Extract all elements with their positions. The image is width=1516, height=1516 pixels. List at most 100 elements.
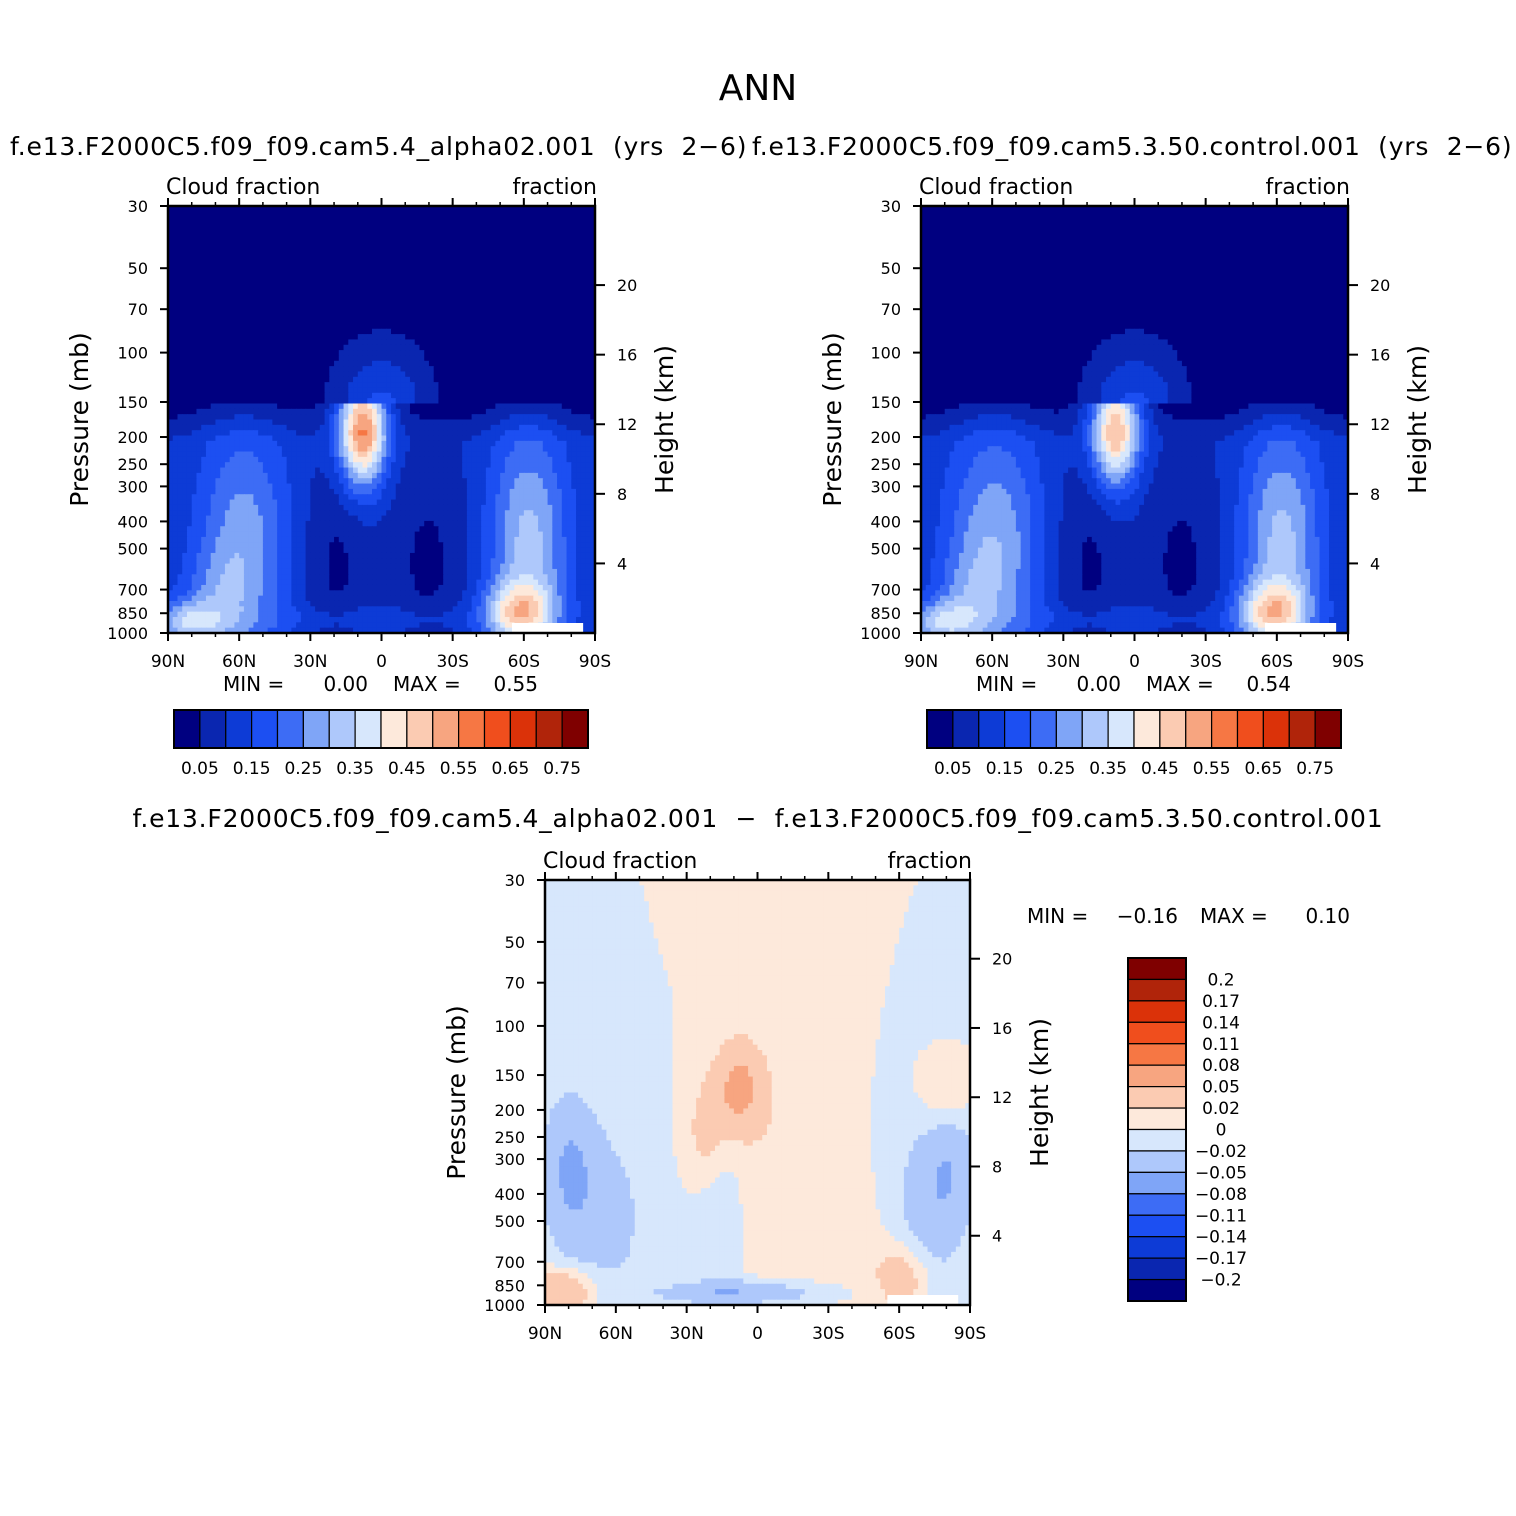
contour-cell	[471, 259, 477, 266]
contour-cell	[177, 430, 183, 437]
contour-cell	[239, 328, 245, 335]
contour-cell	[305, 275, 311, 282]
contour-cell	[234, 355, 240, 362]
contour-cell	[191, 467, 198, 474]
contour-cell	[286, 344, 292, 351]
contour-cell	[438, 232, 444, 239]
contour-cell	[533, 280, 539, 287]
contour-cell	[519, 264, 525, 271]
contour-cell	[220, 254, 226, 260]
contour-cell	[239, 264, 245, 271]
contour-cell	[561, 280, 568, 287]
contour-cell	[205, 414, 212, 421]
contour-cell	[372, 435, 378, 442]
contour-cell	[490, 232, 496, 239]
contour-cell	[376, 222, 383, 228]
contour-cell	[476, 264, 482, 271]
contour-cell	[191, 424, 198, 431]
contour-cell	[542, 494, 549, 501]
contour-cell	[315, 238, 321, 244]
contour-cell	[580, 222, 587, 228]
contour-cell	[519, 222, 525, 228]
contour-cell	[172, 494, 179, 501]
contour-cell	[168, 483, 174, 490]
contour-cell	[253, 291, 259, 298]
contour-cell	[590, 334, 596, 341]
contour-cell	[495, 206, 501, 212]
contour-cell	[277, 222, 283, 228]
contour-cell	[338, 323, 345, 330]
contour-cell	[329, 392, 335, 399]
contour-cell	[400, 328, 406, 335]
contour-cell	[405, 462, 411, 469]
contour-cell	[324, 398, 330, 405]
contour-cell	[224, 435, 231, 442]
contour-cell	[386, 248, 392, 255]
contour-cell	[386, 403, 392, 410]
contour-cell	[205, 392, 212, 399]
contour-cell	[239, 339, 245, 346]
contour-cell	[229, 387, 236, 394]
contour-cell	[243, 398, 250, 405]
contour-cell	[191, 302, 198, 309]
contour-cell	[395, 392, 402, 399]
contour-cell	[234, 462, 240, 469]
contour-cell	[376, 494, 383, 501]
contour-cell	[172, 430, 179, 437]
contour-cell	[210, 446, 217, 453]
contour-cell	[462, 483, 468, 490]
contour-cell	[305, 430, 311, 437]
contour-cell	[310, 499, 316, 506]
contour-cell	[386, 302, 392, 309]
contour-cell	[296, 222, 302, 228]
contour-cell	[561, 494, 568, 501]
contour-cell	[485, 222, 492, 228]
contour-cell	[433, 259, 440, 266]
contour-cell	[338, 467, 345, 474]
contour-cell	[205, 216, 212, 223]
contour-cell	[386, 478, 392, 485]
contour-cell	[338, 376, 345, 383]
contour-cell	[168, 451, 174, 458]
contour-cell	[504, 403, 511, 410]
contour-cell	[576, 424, 582, 431]
contour-cell	[485, 227, 492, 234]
contour-cell	[224, 222, 231, 228]
contour-cell	[538, 259, 544, 266]
contour-cell	[538, 446, 544, 453]
contour-cell	[576, 344, 582, 351]
contour-cell	[447, 403, 454, 410]
contour-cell	[338, 403, 345, 410]
contour-cell	[395, 232, 402, 239]
contour-cell	[362, 355, 368, 362]
contour-cell	[490, 334, 496, 341]
contour-cell	[267, 408, 273, 415]
contour-cell	[258, 339, 264, 346]
contour-cell	[310, 408, 316, 415]
contour-cell	[509, 451, 515, 458]
contour-cell	[324, 259, 330, 266]
contour-cell	[201, 275, 207, 282]
contour-cell	[248, 419, 254, 426]
contour-cell	[576, 494, 582, 501]
contour-cell	[452, 371, 459, 378]
contour-cell	[519, 280, 525, 287]
contour-cell	[319, 382, 326, 389]
contour-cell	[300, 248, 307, 255]
contour-cell	[490, 211, 496, 218]
contour-cell	[533, 259, 539, 266]
contour-cell	[576, 302, 582, 309]
contour-cell	[286, 232, 292, 239]
contour-cell	[466, 296, 473, 303]
contour-cell	[462, 339, 468, 346]
contour-cell	[253, 243, 259, 250]
contour-cell	[523, 270, 530, 276]
contour-cell	[324, 424, 330, 431]
contour-cell	[471, 366, 477, 373]
contour-cell	[343, 392, 349, 399]
contour-cell	[201, 259, 207, 266]
contour-cell	[215, 478, 221, 485]
contour-cell	[353, 462, 359, 469]
contour-cell	[504, 398, 511, 405]
contour-cell	[220, 227, 226, 234]
